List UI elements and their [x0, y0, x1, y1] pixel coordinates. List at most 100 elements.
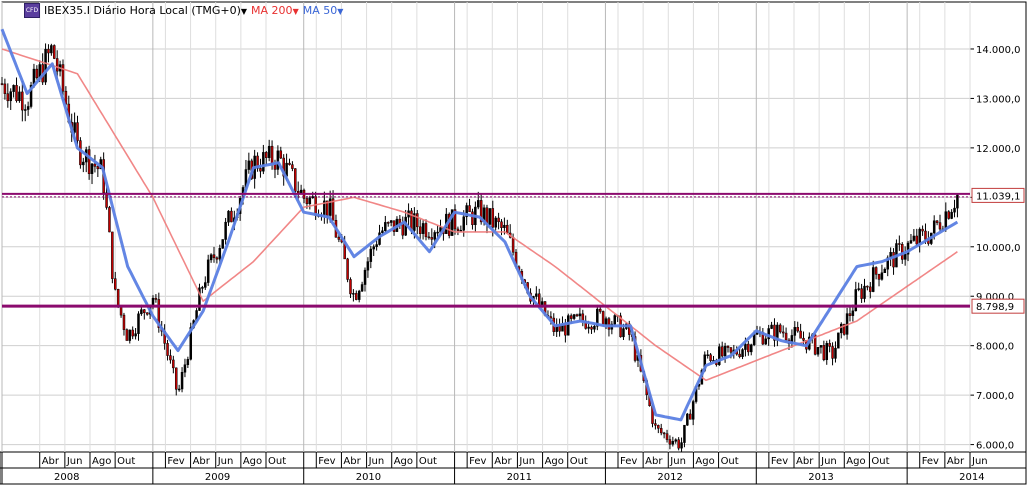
candle-down — [108, 207, 111, 233]
candle-up — [793, 327, 797, 336]
candle-up — [23, 109, 27, 111]
candle-down — [938, 222, 942, 230]
candle-up — [819, 345, 823, 348]
candle-down — [53, 45, 56, 59]
legend-symbol[interactable]: IBEX35.I Diário Hora Local (TMG+0)▼ — [44, 4, 247, 17]
candle-down — [154, 297, 158, 300]
candle-up — [352, 293, 355, 295]
x-month-label: Ago — [846, 456, 865, 467]
candle-down — [114, 278, 117, 290]
candle-down — [869, 286, 872, 292]
y-tick-label: 12.000,0 — [976, 144, 1021, 155]
candle-down — [479, 200, 483, 223]
ma50-dropdown-icon[interactable]: ▼ — [337, 6, 344, 16]
candle-down — [215, 257, 219, 260]
candle-up — [433, 232, 436, 240]
candle-up — [218, 248, 222, 260]
candle-up — [189, 327, 193, 360]
candle-up — [851, 310, 855, 316]
candle-down — [453, 209, 457, 230]
plot-area — [1, 1, 971, 453]
candle-down — [105, 192, 108, 208]
candle-down — [802, 337, 805, 341]
candle-up — [299, 189, 303, 194]
candle-up — [465, 205, 468, 218]
candle-down — [116, 288, 120, 307]
candle-up — [613, 315, 617, 325]
candle-up — [372, 246, 375, 250]
candle-down — [296, 190, 300, 194]
candle-up — [29, 84, 33, 107]
candle-down — [331, 198, 335, 221]
x-year-label: 2009 — [205, 472, 230, 483]
candle-up — [44, 48, 47, 83]
x-month-label: Fev — [318, 456, 335, 467]
legend-ma50[interactable]: MA 50▼ — [303, 4, 344, 17]
candle-down — [349, 279, 352, 295]
candle-up — [134, 333, 137, 337]
candle-down — [418, 226, 422, 234]
x-month-label: Abr — [193, 456, 211, 467]
legend-symbol-label: IBEX35.I Diário Hora Local (TMG+0) — [44, 3, 241, 17]
legend-ma50-label: MA 50 — [302, 3, 338, 17]
x-year-label: 2011 — [507, 472, 532, 483]
candle-down — [915, 235, 919, 245]
candle-up — [209, 254, 213, 261]
candle-up — [363, 269, 367, 285]
price-level-box — [971, 187, 1025, 203]
candle-up — [706, 354, 709, 356]
x-month-label: Ago — [695, 456, 714, 467]
candle-up — [224, 221, 227, 240]
symbol-dropdown-icon[interactable]: ▼ — [240, 6, 248, 16]
candle-up — [622, 328, 625, 338]
x-month-label: Fev — [469, 456, 486, 467]
candle-down — [456, 228, 460, 231]
candle-up — [744, 343, 747, 350]
candle-down — [279, 150, 283, 159]
candle-up — [262, 152, 265, 172]
x-month-label: Abr — [645, 456, 663, 467]
candle-down — [738, 353, 741, 357]
candle-up — [247, 160, 251, 170]
x-month-label: Fev — [922, 456, 939, 467]
candle-down — [779, 324, 782, 333]
candle-down — [145, 312, 149, 315]
candle-up — [381, 230, 384, 234]
candle-down — [947, 211, 950, 219]
candle-up — [953, 207, 956, 213]
candle-up — [369, 248, 373, 262]
candle-up — [770, 324, 773, 329]
legend-ma200[interactable]: MA 200▼ — [251, 4, 299, 17]
candle-down — [230, 210, 233, 223]
candle-down — [921, 228, 924, 232]
candle-up — [752, 334, 756, 346]
x-month-label: Out — [871, 456, 889, 467]
candle-down — [401, 223, 405, 236]
candle-up — [950, 211, 953, 219]
candle-down — [3, 83, 7, 94]
candle-down — [598, 308, 602, 312]
candle-up — [909, 240, 913, 244]
candle-up — [459, 229, 463, 232]
ma200-dropdown-icon[interactable]: ▼ — [292, 6, 299, 16]
x-month-label: Jun — [66, 456, 83, 467]
x-month-label: Abr — [42, 456, 60, 467]
y-tick-label: 8.000,0 — [976, 342, 1014, 353]
candle-down — [270, 145, 274, 165]
candle-down — [729, 347, 733, 353]
candle-up — [267, 145, 271, 158]
x-month-label: Ago — [394, 456, 413, 467]
candle-down — [96, 166, 100, 170]
candle-down — [665, 433, 669, 440]
candle-up — [883, 268, 887, 273]
candle-down — [500, 221, 503, 228]
candle-up — [596, 308, 599, 327]
candle-down — [747, 343, 750, 353]
x-month-label: Out — [570, 456, 588, 467]
candle-up — [816, 347, 820, 355]
candle-down — [924, 230, 927, 240]
candle-down — [866, 285, 869, 288]
candle-down — [720, 346, 724, 357]
candle-up — [357, 290, 361, 300]
